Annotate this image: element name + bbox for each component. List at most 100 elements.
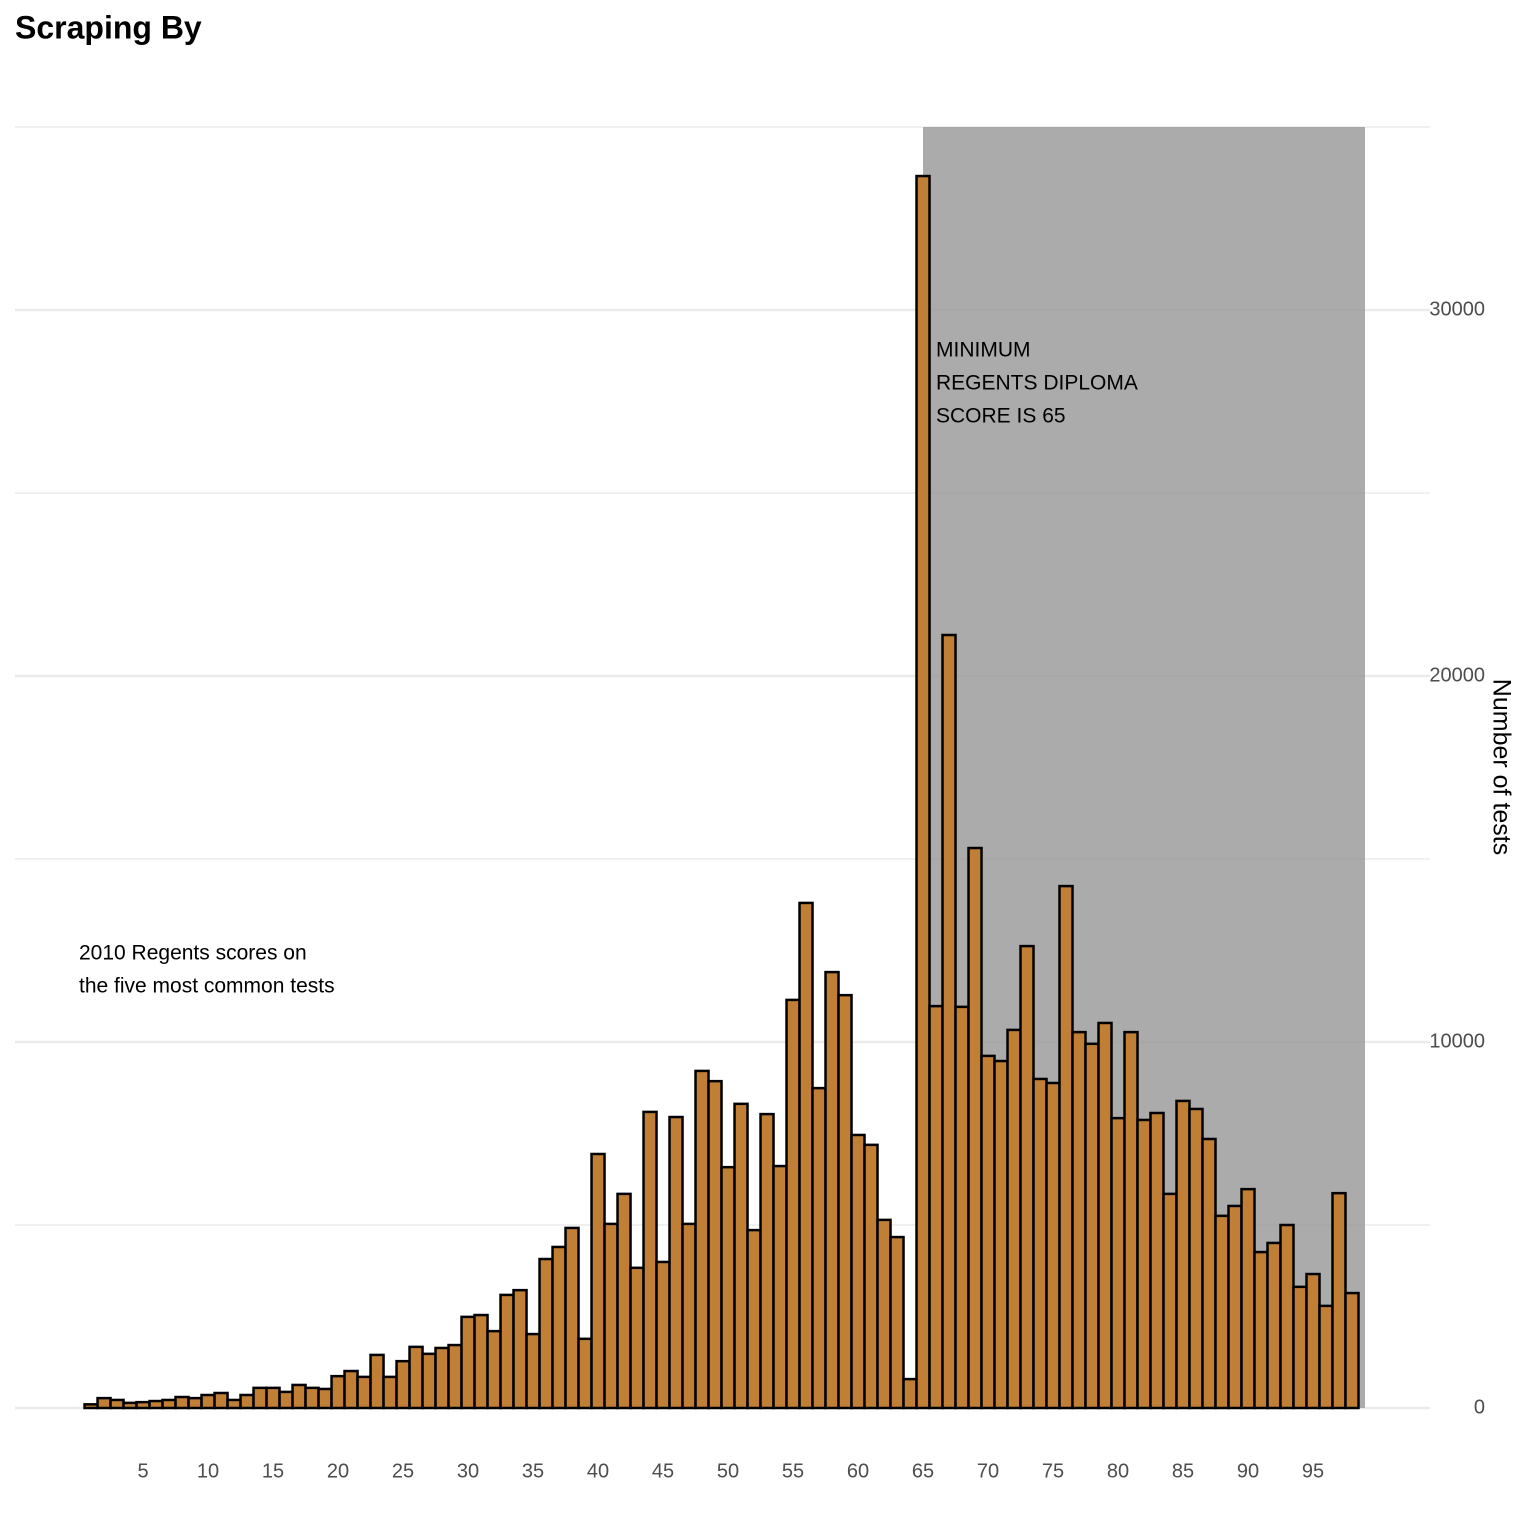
annotation: MINIMUM	[936, 339, 1030, 362]
y-tick-label: 30000	[1429, 298, 1485, 320]
bar	[759, 1112, 775, 1410]
bar	[1188, 1107, 1204, 1410]
bar	[187, 1396, 203, 1410]
bar	[668, 1115, 684, 1410]
bar	[1006, 1028, 1022, 1410]
bar	[616, 1192, 632, 1410]
bar	[278, 1390, 294, 1410]
bar	[967, 846, 983, 1410]
bar	[1305, 1272, 1321, 1410]
bar	[1045, 1081, 1061, 1410]
x-tick-label: 25	[392, 1460, 414, 1482]
bar	[980, 1054, 996, 1410]
bar	[421, 1352, 437, 1410]
bar	[954, 1005, 970, 1410]
bar	[499, 1293, 515, 1410]
bar	[733, 1102, 749, 1410]
x-tick-label: 5	[137, 1460, 148, 1482]
x-tick-label: 50	[717, 1460, 739, 1482]
x-tick-label: 35	[522, 1460, 544, 1482]
bar	[1162, 1192, 1178, 1410]
bar	[265, 1386, 281, 1410]
bar	[161, 1398, 177, 1410]
bar	[694, 1069, 710, 1410]
x-tick-label: 55	[782, 1460, 804, 1482]
bar	[447, 1343, 463, 1410]
bar	[1292, 1285, 1308, 1410]
bar	[304, 1386, 320, 1410]
x-tick-label: 90	[1237, 1460, 1259, 1482]
bar	[122, 1401, 138, 1410]
bar	[460, 1315, 476, 1410]
bar	[96, 1396, 112, 1410]
bar	[837, 993, 853, 1410]
x-tick-label: 95	[1302, 1460, 1324, 1482]
bar	[993, 1059, 1009, 1410]
bar	[356, 1375, 372, 1410]
annotation: the five most common tests	[79, 975, 335, 998]
bar	[720, 1165, 736, 1410]
bar	[1201, 1137, 1217, 1410]
annotation: 2010 Regents scores on	[79, 942, 307, 965]
bar	[1331, 1191, 1347, 1410]
bar	[109, 1398, 125, 1410]
bar	[772, 1164, 788, 1410]
bar	[473, 1313, 489, 1410]
bar	[538, 1257, 554, 1410]
bar	[785, 998, 801, 1410]
bar	[915, 174, 931, 1410]
bar	[213, 1391, 229, 1410]
bar	[83, 1403, 99, 1410]
bar	[1344, 1291, 1360, 1410]
x-tick-label: 80	[1107, 1460, 1129, 1482]
bar	[1175, 1099, 1191, 1410]
bar	[1253, 1250, 1269, 1410]
bar	[525, 1332, 541, 1410]
x-tick-label: 10	[197, 1460, 219, 1482]
bar	[1227, 1204, 1243, 1410]
bar	[551, 1245, 567, 1410]
bar	[876, 1218, 892, 1410]
x-tick-label: 85	[1172, 1460, 1194, 1482]
bar	[512, 1288, 528, 1410]
bar	[1240, 1187, 1256, 1410]
x-tick-label: 30	[457, 1460, 479, 1482]
bar	[382, 1375, 398, 1410]
bar	[577, 1337, 593, 1410]
bar	[343, 1369, 359, 1410]
x-tick-label: 15	[262, 1460, 284, 1482]
bar	[590, 1152, 606, 1410]
bar	[655, 1260, 671, 1410]
annotation: SCORE IS 65	[936, 405, 1066, 428]
x-tick-label: 75	[1042, 1460, 1064, 1482]
bar	[174, 1395, 190, 1410]
bar	[486, 1329, 502, 1410]
y-tick-label: 10000	[1429, 1030, 1485, 1052]
bar	[200, 1393, 216, 1410]
bar	[1214, 1214, 1230, 1410]
chart-title: Scraping By	[15, 9, 202, 45]
bar	[408, 1345, 424, 1410]
x-tick-label: 45	[652, 1460, 674, 1482]
bar	[902, 1377, 918, 1410]
bar	[1266, 1241, 1282, 1410]
bar	[395, 1359, 411, 1410]
bar	[1149, 1111, 1165, 1410]
x-tick-label: 40	[587, 1460, 609, 1482]
bar	[1136, 1118, 1152, 1410]
bar	[642, 1110, 658, 1410]
bar	[1318, 1304, 1334, 1410]
x-tick-label: 65	[912, 1460, 934, 1482]
bar	[1097, 1021, 1113, 1410]
y-tick-label: 0	[1474, 1396, 1485, 1418]
bar	[369, 1353, 385, 1410]
bar	[850, 1133, 866, 1410]
bar	[928, 1004, 944, 1410]
bar	[798, 901, 814, 1410]
bar	[434, 1346, 450, 1410]
bar	[239, 1393, 255, 1410]
bar	[603, 1222, 619, 1410]
bar	[1279, 1223, 1295, 1410]
bar	[1019, 944, 1035, 1410]
